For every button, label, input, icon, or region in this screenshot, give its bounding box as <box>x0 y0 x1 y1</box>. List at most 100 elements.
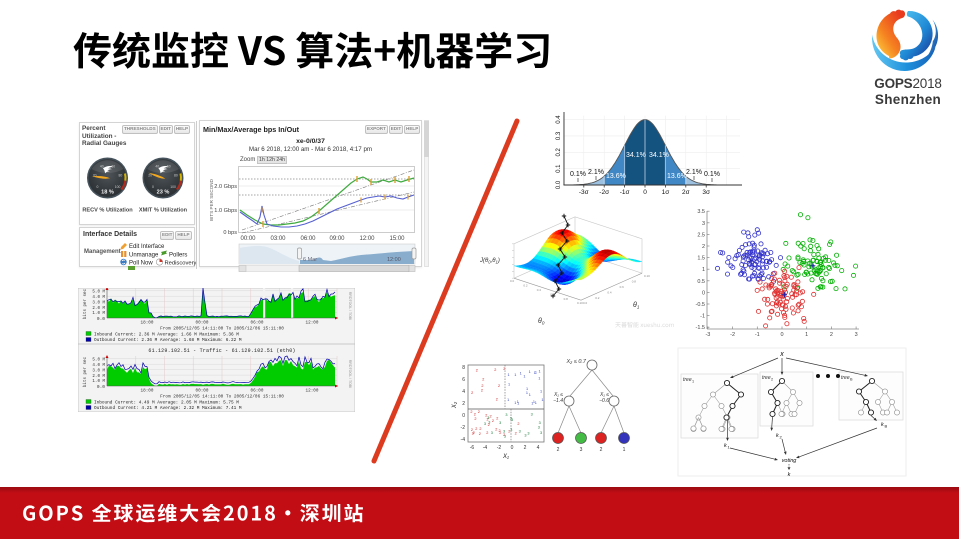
svg-text:1: 1 <box>534 371 536 375</box>
svg-text:13.6%: 13.6% <box>667 173 687 180</box>
svg-text:0.5: 0.5 <box>697 279 705 285</box>
svg-text:0.3: 0.3 <box>556 131 562 140</box>
svg-text:Poll Now: Poll Now <box>129 261 153 267</box>
svg-text:0: 0 <box>462 413 465 419</box>
svg-text:3: 3 <box>510 417 512 421</box>
svg-text:bits per sec: bits per sec <box>83 288 88 319</box>
svg-text:2: 2 <box>600 447 603 453</box>
svg-text:1: 1 <box>523 374 525 378</box>
svg-text:2: 2 <box>495 428 497 432</box>
svg-text:1: 1 <box>535 401 537 405</box>
svg-text:2.0 M: 2.0 M <box>92 307 105 311</box>
svg-text:2: 2 <box>494 368 496 372</box>
svg-text:tree: tree <box>762 375 771 381</box>
svg-text:RRDTOOL / TOBI: RRDTOOL / TOBI <box>348 292 352 321</box>
svg-text:18 %: 18 % <box>101 190 114 196</box>
svg-text:From 2005/12/05 14:11:00 To 20: From 2005/12/05 14:11:00 To 2005/12/06 1… <box>160 395 284 400</box>
svg-text:k: k <box>724 443 727 449</box>
svg-text:2: 2 <box>476 368 478 372</box>
svg-text:13.6%: 13.6% <box>606 173 626 180</box>
svg-text:2: 2 <box>474 417 476 421</box>
svg-text:-4: -4 <box>461 437 466 443</box>
svg-text:3: 3 <box>511 418 513 422</box>
svg-text:1: 1 <box>508 373 510 377</box>
svg-text:-0.5: -0.5 <box>696 302 705 308</box>
svg-text:03:00: 03:00 <box>270 236 286 242</box>
svg-text:B: B <box>885 424 888 429</box>
svg-text:06:00: 06:00 <box>251 321 264 326</box>
svg-text:2: 2 <box>780 435 783 440</box>
svg-text:34.1%: 34.1% <box>626 152 646 159</box>
svg-text:5.0 M: 5.0 M <box>92 358 105 362</box>
svg-text:θ1: θ1 <box>633 302 640 310</box>
svg-text:X₁ ≤: X₁ ≤ <box>599 392 609 398</box>
svg-text:2: 2 <box>517 422 519 426</box>
svg-text:00:00: 00:00 <box>196 321 209 326</box>
svg-text:1: 1 <box>702 267 705 273</box>
svg-text:0: 0 <box>702 290 705 296</box>
svg-text:100: 100 <box>115 185 121 189</box>
svg-text:4: 4 <box>462 389 465 395</box>
svg-text:0.8: 0.8 <box>632 280 637 284</box>
svg-text:0.6: 0.6 <box>550 293 555 297</box>
svg-text:-1.5: -1.5 <box>696 325 705 331</box>
svg-text:0.0: 0.0 <box>583 301 588 305</box>
svg-text:3.5: 3.5 <box>697 209 705 215</box>
svg-text:0.2: 0.2 <box>523 284 528 288</box>
svg-text:Inbound Current: 4.49 M A: Inbound Current: 4.49 M Average: 2.05 M … <box>94 401 239 406</box>
svg-text:Outbound Current: 4.21 M A: Outbound Current: 4.21 M Average: 2.32 M… <box>94 406 242 411</box>
svg-text:18:00: 18:00 <box>141 321 154 326</box>
svg-text:-1: -1 <box>755 332 760 338</box>
svg-text:5.0 M: 5.0 M <box>92 291 105 295</box>
svg-text:3: 3 <box>484 422 486 426</box>
svg-text:1.0 Gbps: 1.0 Gbps <box>214 208 237 214</box>
svg-text:Outbound Current: 2.36 M A: Outbound Current: 2.36 M Average: 1.68 M… <box>94 338 242 343</box>
svg-text:34.1%: 34.1% <box>649 152 669 159</box>
svg-text:2: 2 <box>503 367 505 371</box>
svg-text:1: 1 <box>526 391 528 395</box>
svg-text:2: 2 <box>557 447 560 453</box>
svg-text:2: 2 <box>485 413 487 417</box>
svg-text:3: 3 <box>527 432 529 436</box>
svg-text:60: 60 <box>111 164 115 168</box>
svg-text:x: x <box>779 351 784 358</box>
svg-text:0.8: 0.8 <box>564 297 569 301</box>
svg-text:1.0 M: 1.0 M <box>92 312 105 316</box>
svg-text:2: 2 <box>508 430 510 434</box>
svg-text:Rediscovery: Rediscovery <box>165 261 197 267</box>
svg-text:3: 3 <box>538 425 540 429</box>
svg-text:3: 3 <box>539 421 541 425</box>
svg-text:2.1%: 2.1% <box>588 169 604 176</box>
svg-text:1: 1 <box>520 371 522 375</box>
svg-text:20: 20 <box>148 174 152 178</box>
svg-text:2: 2 <box>479 432 481 436</box>
svg-text:bits per sec: bits per sec <box>83 356 88 387</box>
svg-text:00:00: 00:00 <box>196 389 209 394</box>
svg-text:2: 2 <box>471 391 473 395</box>
svg-text:X₂ ≤ 0.7: X₂ ≤ 0.7 <box>566 359 587 365</box>
svg-text:0 bps: 0 bps <box>223 230 237 236</box>
svg-text:2: 2 <box>478 410 480 414</box>
svg-text:RECV % Utilization: RECV % Utilization <box>82 208 133 214</box>
svg-text:20: 20 <box>93 174 97 178</box>
svg-text:-2: -2 <box>461 425 466 431</box>
svg-text:J(θ0,θ1): J(θ0,θ1) <box>479 258 500 264</box>
svg-text:40: 40 <box>155 164 159 168</box>
svg-text:6 Mar: 6 Mar <box>303 257 317 263</box>
svg-text:-2σ: -2σ <box>599 189 609 196</box>
svg-text:1: 1 <box>533 400 535 404</box>
svg-text:-4: -4 <box>483 445 488 451</box>
svg-text:3: 3 <box>580 447 583 453</box>
svg-text:40: 40 <box>100 164 104 168</box>
svg-text:80: 80 <box>174 174 178 178</box>
svg-text:2: 2 <box>492 419 494 423</box>
svg-text:1: 1 <box>692 380 694 384</box>
svg-text:3: 3 <box>488 420 490 424</box>
svg-text:12:00: 12:00 <box>306 389 319 394</box>
svg-text:1: 1 <box>538 376 540 380</box>
svg-text:0: 0 <box>152 185 154 189</box>
svg-text:0: 0 <box>780 332 783 338</box>
svg-text:2: 2 <box>475 427 477 431</box>
svg-text:2: 2 <box>488 423 490 427</box>
svg-text:1: 1 <box>517 400 519 404</box>
